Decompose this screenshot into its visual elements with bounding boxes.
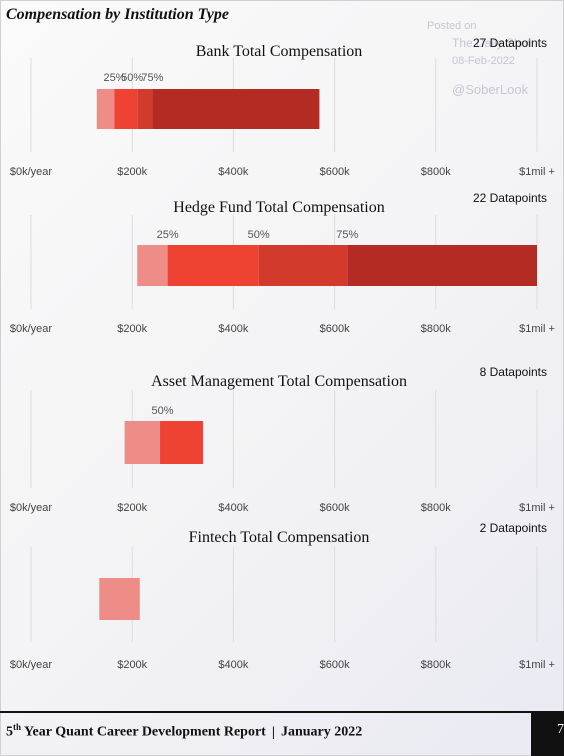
page-number: 7 <box>557 722 564 737</box>
datapoints-label: 2 Datapoints <box>480 521 547 535</box>
bar-segment <box>258 245 348 286</box>
bar-segment <box>114 89 138 129</box>
percentile-label: 25% <box>103 72 125 84</box>
bank-compensation-chart: $0k/year $200k $400k $600k $800k $1mil + 25%50… <box>10 36 555 178</box>
page-title: Compensation by Institution Type <box>6 6 229 23</box>
hedge-fund-compensation-chart: $0k/year $200k $400k $600k $800k $1mil + 25% 50… <box>10 191 555 335</box>
x-tick-label: $200k <box>117 323 147 335</box>
datapoints-label: 22 Datapoints <box>473 191 547 205</box>
bar-segment <box>347 245 537 286</box>
watermark-posted-on: Posted on <box>427 20 477 32</box>
x-tick-label: $200k <box>117 502 147 514</box>
x-tick-label: $800k <box>421 502 451 514</box>
x-tick-label: $600k <box>320 166 350 178</box>
footer-ordinal-suffix: th <box>13 722 22 732</box>
x-tick-label: $0k/year <box>10 323 53 335</box>
chart-title: Bank Total Compensation <box>196 43 363 60</box>
bar-segment <box>96 89 115 129</box>
x-tick-label: $800k <box>421 166 451 178</box>
bar-segment <box>167 245 259 286</box>
x-tick-label: $400k <box>218 323 248 335</box>
x-tick-label: $1mil + <box>519 323 555 335</box>
x-tick-label: $1mil + <box>519 659 555 670</box>
bar-segment <box>160 421 204 464</box>
x-tick-label: $600k <box>320 323 350 335</box>
footer-separator: | <box>271 724 275 740</box>
bar-segment <box>137 245 168 286</box>
x-tick-label: $0k/year <box>10 502 53 514</box>
percentile-label: 50% <box>121 72 143 84</box>
percentile-label: 75% <box>141 72 163 84</box>
x-tick-label: $800k <box>421 323 451 335</box>
x-tick-label: $600k <box>320 659 350 670</box>
x-tick-label: $400k <box>218 166 248 178</box>
x-tick-label: $0k/year <box>10 166 53 178</box>
x-tick-label: $0k/year <box>10 659 53 670</box>
bar-segment <box>137 89 153 129</box>
footer-title: Year Quant Career Development Report <box>21 724 266 740</box>
x-tick-label: $200k <box>117 166 147 178</box>
footer-rule <box>0 711 564 713</box>
watermark-date: 08-Feb-2022 <box>452 55 515 67</box>
fintech-compensation-chart: $0k/year $200k $400k $600k $800k $1mil + Finte… <box>10 521 555 670</box>
bar-segment <box>124 421 161 464</box>
percentile-label: 50% <box>248 229 270 241</box>
percentile-label: 75% <box>336 229 358 241</box>
percentile-label: 25% <box>157 229 179 241</box>
page-number-box: 7 <box>531 713 564 756</box>
x-tick-label: $1mil + <box>519 502 555 514</box>
x-tick-label: $400k <box>218 659 248 670</box>
bar-segment <box>152 89 320 129</box>
watermark-site: The Daily Shot <box>452 36 531 50</box>
percentile-label: 50% <box>152 405 174 417</box>
footer-date: January 2022 <box>280 724 363 740</box>
asset-management-compensation-chart: $0k/year $200k $400k $600k $800k $1mil + 50% As… <box>10 365 555 514</box>
x-tick-label: $800k <box>421 659 451 670</box>
x-tick-label: $200k <box>117 659 147 670</box>
bar-segment <box>99 578 140 620</box>
chart-title: Asset Management Total Compensation <box>151 373 407 390</box>
datapoints-label: 27 Datapoints <box>473 36 547 50</box>
x-tick-label: $600k <box>320 502 350 514</box>
footer: 5th Year Quant Career Development Report… <box>6 722 362 741</box>
chart-title: Fintech Total Compensation <box>189 529 370 546</box>
x-tick-label: $1mil + <box>519 166 555 178</box>
x-tick-label: $400k <box>218 502 248 514</box>
datapoints-label: 8 Datapoints <box>480 365 547 379</box>
footer-ordinal-number: 5 <box>6 724 13 740</box>
watermark-handle: @SoberLook <box>452 82 529 97</box>
chart-title: Hedge Fund Total Compensation <box>173 199 384 216</box>
